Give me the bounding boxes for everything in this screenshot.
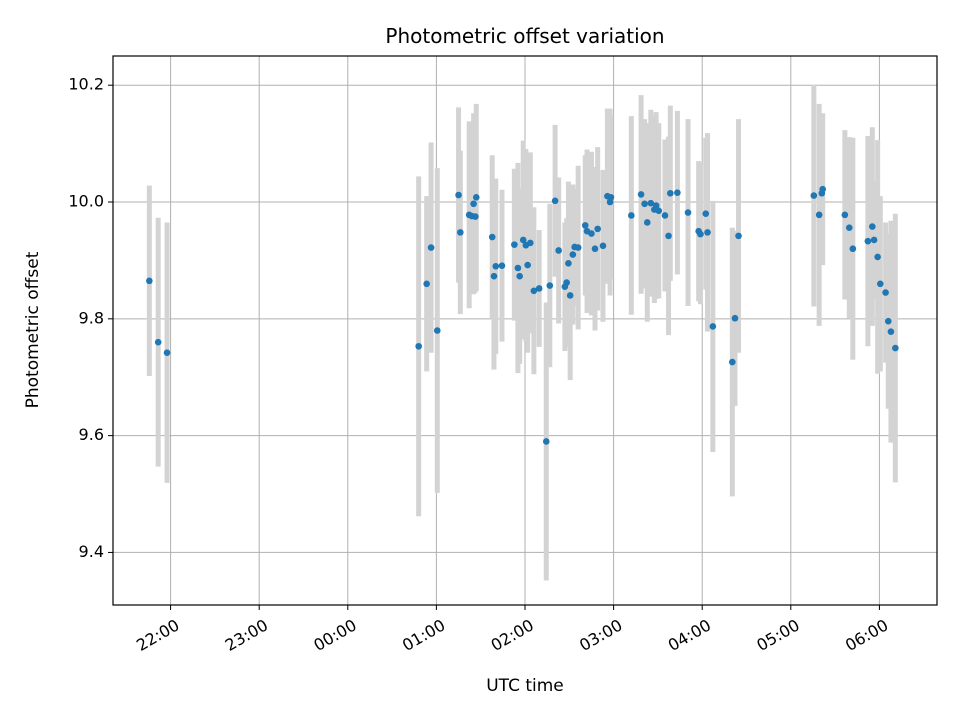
data-point <box>810 192 818 199</box>
data-point <box>455 191 462 199</box>
data-point <box>819 185 827 193</box>
x-axis-label: UTC time <box>486 676 564 696</box>
data-point <box>702 210 710 217</box>
data-point <box>697 230 704 238</box>
data-point <box>427 244 435 251</box>
y-tick-label: 9.8 <box>79 308 104 327</box>
data-point <box>472 213 479 220</box>
data-point <box>546 282 554 289</box>
data-point <box>514 264 522 272</box>
data-point <box>874 253 881 261</box>
data-point <box>731 314 739 322</box>
data-point <box>841 211 849 219</box>
data-point <box>591 245 599 253</box>
data-point <box>704 229 711 236</box>
data-point <box>488 233 496 241</box>
data-point <box>588 230 595 237</box>
data-point <box>887 328 895 335</box>
y-tick-label: 9.6 <box>79 425 104 444</box>
data-point <box>154 338 162 346</box>
data-point <box>876 280 884 288</box>
data-points <box>146 185 899 445</box>
data-point <box>892 344 899 352</box>
data-point <box>845 224 853 232</box>
data-point <box>729 358 736 366</box>
data-point <box>684 209 692 216</box>
data-point <box>869 223 876 230</box>
data-point <box>655 207 663 215</box>
data-point <box>492 262 500 270</box>
y-axis: 9.4 9.6 9.8 10.0 10.2 <box>68 75 113 561</box>
data-point <box>661 212 669 219</box>
data-point <box>709 323 717 330</box>
data-point <box>849 245 857 253</box>
data-point <box>519 236 527 244</box>
data-point <box>433 327 441 334</box>
data-point <box>423 280 430 288</box>
chart-title: Photometric offset variation <box>385 24 664 48</box>
data-point <box>163 349 171 356</box>
data-point <box>594 225 601 233</box>
data-point <box>563 279 570 286</box>
y-tick-label: 9.4 <box>79 542 104 561</box>
data-point <box>735 232 742 240</box>
data-point <box>665 232 672 240</box>
data-point <box>530 287 538 295</box>
data-point <box>470 200 477 208</box>
data-point <box>641 200 648 208</box>
data-point <box>628 212 635 219</box>
data-point <box>146 277 153 285</box>
data-point <box>581 222 589 229</box>
data-point <box>542 438 550 445</box>
data-point <box>864 237 872 245</box>
data-point <box>599 242 607 250</box>
data-point <box>516 272 523 280</box>
data-point <box>643 219 651 226</box>
data-point <box>511 241 518 248</box>
data-point <box>490 272 498 280</box>
data-point <box>566 292 574 299</box>
data-point <box>472 194 480 201</box>
data-point <box>870 236 878 244</box>
data-point <box>637 191 645 198</box>
data-point <box>527 239 534 247</box>
data-point <box>535 285 543 292</box>
data-point <box>457 229 464 236</box>
data-point <box>667 189 674 197</box>
data-point <box>569 251 577 258</box>
data-point <box>415 342 422 350</box>
data-point <box>647 199 655 207</box>
data-point <box>674 189 681 196</box>
data-point <box>882 289 889 296</box>
data-point <box>652 202 660 209</box>
data-point <box>551 197 559 205</box>
data-point <box>815 211 823 219</box>
data-point <box>607 194 615 201</box>
data-point <box>574 244 582 251</box>
y-tick-label: 10.0 <box>68 192 104 211</box>
data-point <box>884 317 892 325</box>
data-point <box>565 260 572 267</box>
data-point <box>555 247 562 254</box>
y-axis-label: Photometric offset <box>23 251 43 408</box>
data-point <box>524 261 531 269</box>
data-point <box>498 262 506 269</box>
y-tick-label: 10.2 <box>68 75 104 94</box>
